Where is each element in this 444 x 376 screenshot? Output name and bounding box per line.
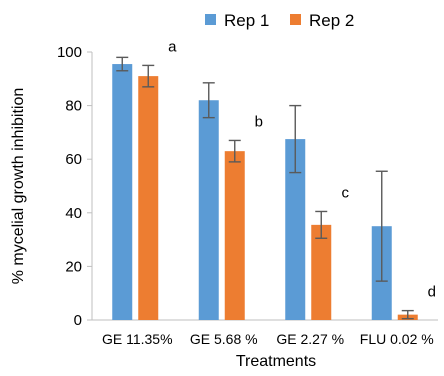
- bar-rep-1-2: [285, 139, 306, 320]
- y-tick-label: 0: [74, 312, 82, 329]
- y-tick-label: 60: [65, 151, 82, 168]
- significance-letter: b: [255, 113, 263, 130]
- y-tick-label: 100: [57, 44, 82, 61]
- y-axis-title: % mycelial growth inhibition: [10, 88, 27, 285]
- significance-letter: a: [168, 38, 177, 55]
- bar-rep-1-1: [198, 100, 219, 321]
- bar-rep-2-1: [224, 151, 245, 320]
- x-category-labels: GE 11.35% GE 5.68 % GE 2.27 % FLU 0.02 %: [102, 331, 434, 347]
- y-tick-label: 80: [65, 98, 82, 115]
- chart-error-bars: [116, 56, 414, 320]
- significance-letter: d: [428, 284, 436, 301]
- legend-swatch: [290, 14, 301, 25]
- significance-letters: a b c d: [168, 38, 436, 300]
- y-tick-labels: 0 20 40 60 80 100: [57, 44, 82, 329]
- legend: Rep 1 Rep 2: [205, 11, 354, 30]
- significance-letter: c: [342, 184, 350, 201]
- bar-rep-2-2: [311, 224, 332, 320]
- bar-rep-2-0: [138, 76, 159, 321]
- x-category-label: GE 5.68 %: [190, 331, 258, 347]
- y-tick-label: 20: [65, 258, 82, 275]
- legend-label: Rep 2: [309, 11, 354, 30]
- x-axis-title: Treatments: [236, 353, 316, 370]
- legend-swatch: [205, 14, 216, 25]
- legend-label: Rep 1: [224, 11, 269, 30]
- x-category-label: GE 2.27 %: [276, 331, 344, 347]
- y-tick-label: 40: [65, 205, 82, 222]
- bar-rep-1-0: [112, 64, 133, 320]
- x-category-label: GE 11.35%: [102, 331, 173, 347]
- chart-bars: [112, 64, 418, 321]
- x-category-label: FLU 0.02 %: [360, 331, 434, 347]
